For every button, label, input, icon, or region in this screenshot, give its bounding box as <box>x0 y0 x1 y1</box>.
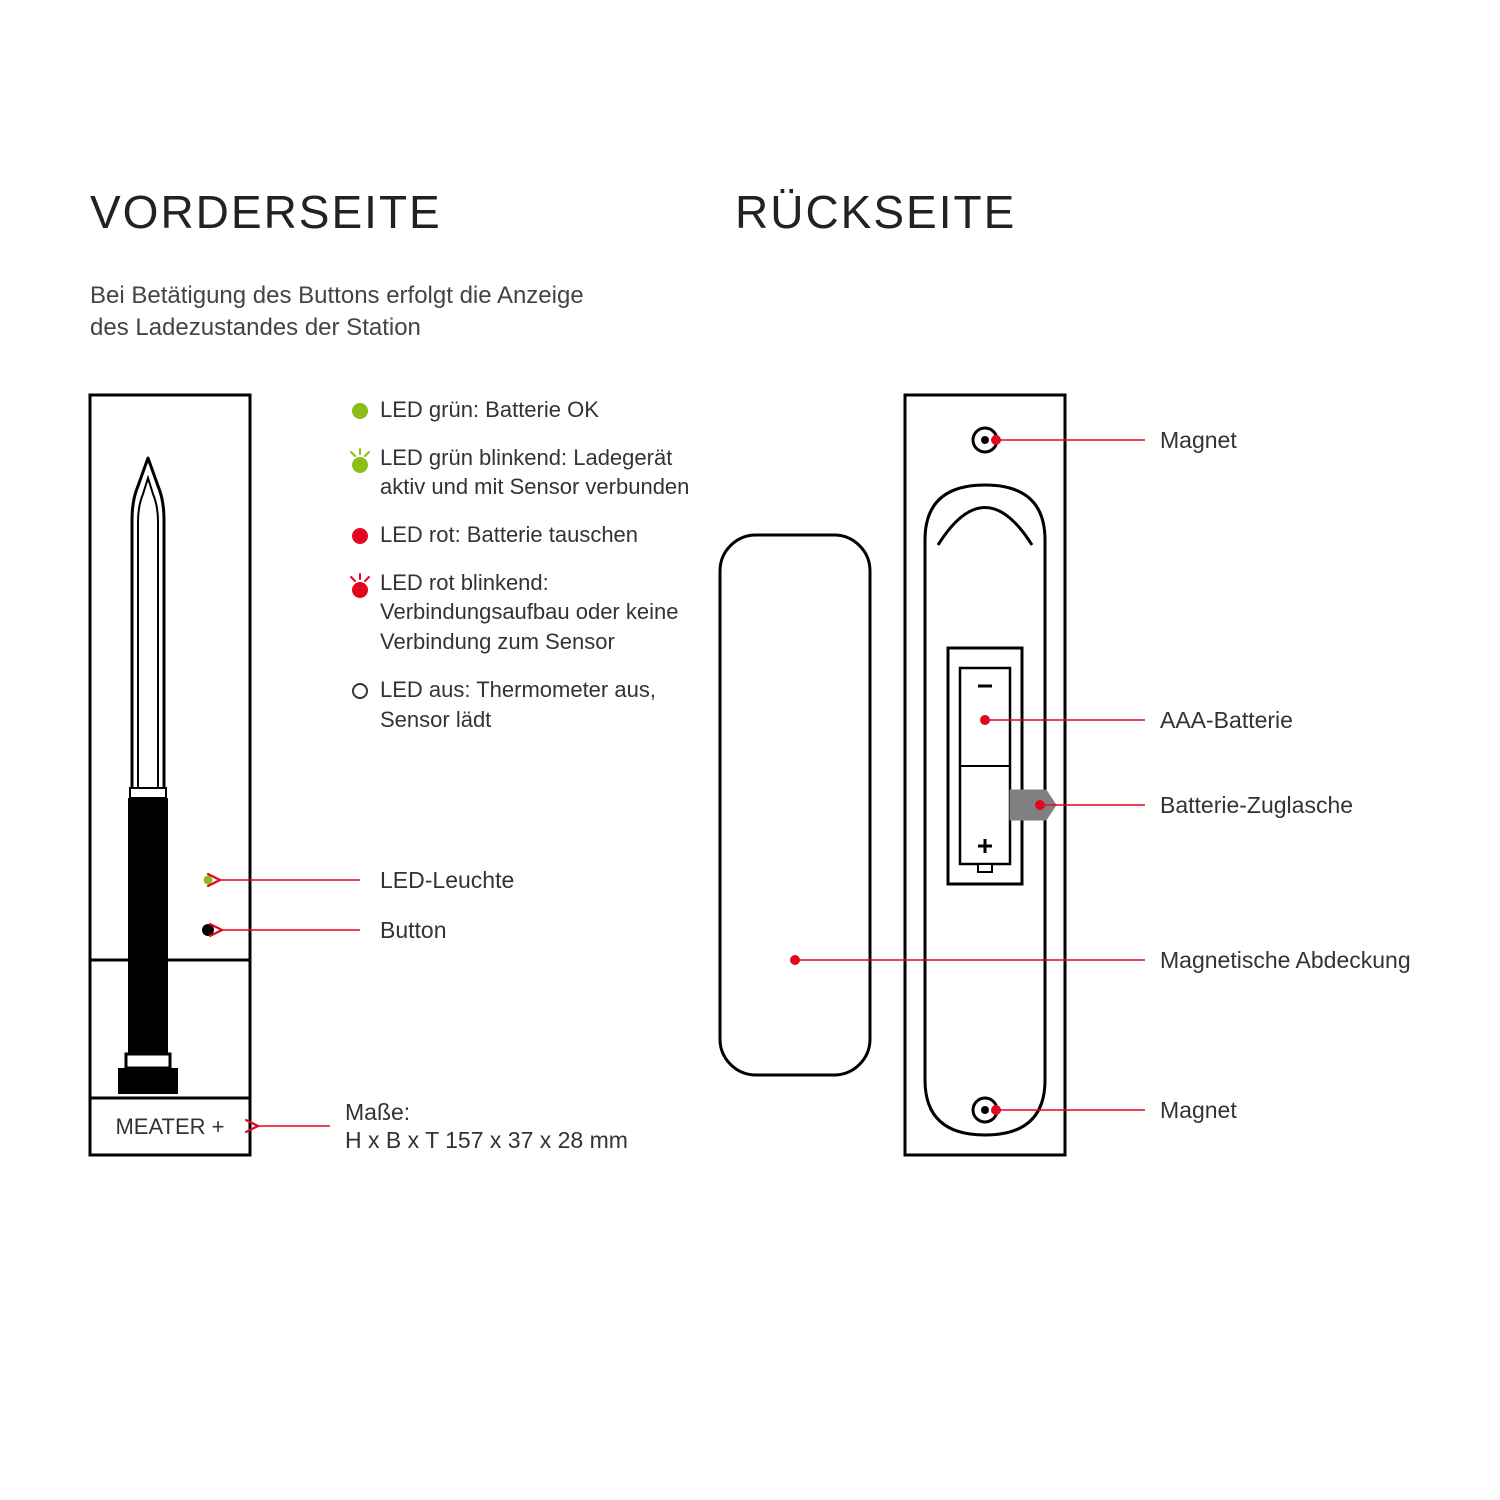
led-off-icon <box>340 675 380 699</box>
battery-compartment <box>948 648 1022 884</box>
magnetic-cover <box>720 535 870 1075</box>
front-subtext: Bei Betätigung des Buttons erfolgt die A… <box>90 280 610 345</box>
led-red-blink-icon <box>340 568 380 600</box>
front-callouts <box>220 880 360 1126</box>
back-tab-label: Batterie-Zuglasche <box>1160 791 1353 820</box>
legend-row-green-blink: LED grün blinkend: Ladegerät aktiv und m… <box>340 443 700 502</box>
legend-text: LED grün blinkend: Ladegerät aktiv und m… <box>380 443 700 502</box>
back-heading: RÜCKSEITE <box>735 185 1016 239</box>
back-battery-label: AAA-Batterie <box>1160 706 1293 736</box>
brand-text: MEATER + <box>115 1114 224 1139</box>
front-dims-title: Maße: <box>345 1098 410 1128</box>
back-callouts <box>790 435 1145 1115</box>
legend-row-off: LED aus: Thermometer aus, Sensor lädt <box>340 675 700 734</box>
magnet-bottom <box>973 1098 997 1122</box>
probe <box>118 458 178 1094</box>
back-magnet-top-label: Magnet <box>1160 426 1237 456</box>
front-heading: VORDERSEITE <box>90 185 442 239</box>
legend-row-green-solid: LED grün: Batterie OK <box>340 395 700 425</box>
back-device <box>905 395 1065 1155</box>
back-cover-label: Magnetische Abdeckung <box>1160 946 1411 975</box>
led-green-solid-icon <box>340 395 380 419</box>
led-legend: LED grün: Batterie OK LED grün blinkend:… <box>340 395 700 752</box>
led-green-blink-icon <box>340 443 380 475</box>
battery-pull-tab <box>1010 790 1056 820</box>
front-button-label: Button <box>380 916 447 946</box>
magnet-top <box>973 428 997 452</box>
legend-row-red-blink: LED rot blinkend: Verbindungsaufbau oder… <box>340 568 700 657</box>
back-magnet-bottom-label: Magnet <box>1160 1096 1237 1126</box>
legend-text: LED rot: Batterie tauschen <box>380 520 638 550</box>
front-led-label: LED-Leuchte <box>380 866 514 896</box>
led-red-solid-icon <box>340 520 380 544</box>
front-led-dot <box>204 876 213 885</box>
legend-text: LED grün: Batterie OK <box>380 395 599 425</box>
front-dims-value: H x B x T 157 x 37 x 28 mm <box>345 1126 628 1156</box>
legend-row-red-solid: LED rot: Batterie tauschen <box>340 520 700 550</box>
front-button-dot <box>202 924 214 936</box>
legend-text: LED rot blinkend: Verbindungsaufbau oder… <box>380 568 700 657</box>
page: VORDERSEITE RÜCKSEITE Bei Betätigung des… <box>0 0 1500 1500</box>
front-device: MEATER + <box>90 395 250 1155</box>
legend-text: LED aus: Thermometer aus, Sensor lädt <box>380 675 700 734</box>
